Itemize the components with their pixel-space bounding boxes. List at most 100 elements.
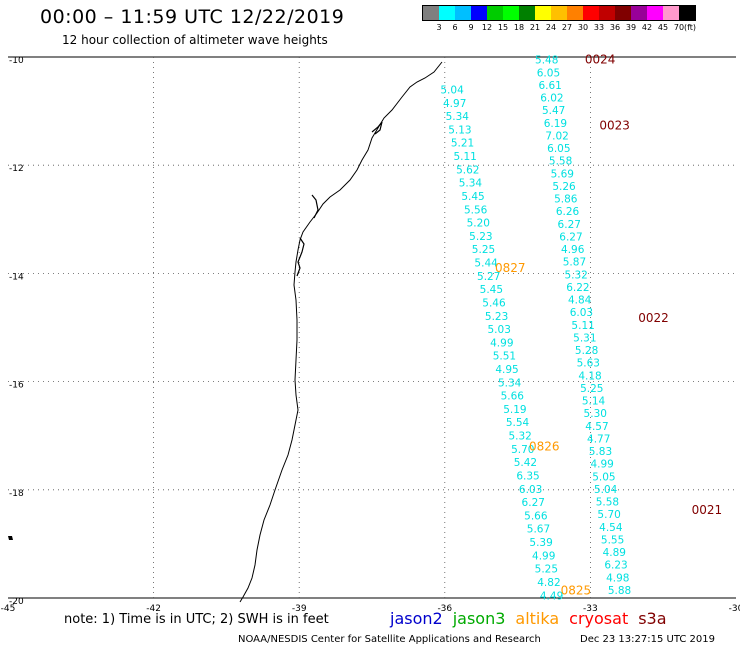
wave-height-value: 5.04 (440, 84, 464, 96)
pass-label: 0024 (585, 53, 616, 67)
legend-swatch (567, 6, 583, 20)
lon-tick-label: -39 (292, 604, 307, 614)
pass-label: 0021 (692, 503, 723, 517)
wave-height-value: 5.23 (469, 231, 492, 243)
wave-height-value: 6.27 (558, 219, 581, 231)
wave-height-value: 6.03 (519, 484, 542, 496)
pass-label: 0023 (599, 119, 630, 133)
lon-tick-label: -33 (583, 604, 598, 614)
legend-label: 30 (577, 23, 589, 32)
legend-label: 36 (609, 23, 621, 32)
wave-height-value: 4.82 (537, 577, 560, 589)
legend-label: 6 (452, 23, 458, 32)
footer-credit: NOAA/NESDIS Center for Satellite Applica… (238, 634, 541, 645)
wave-height-value: 5.62 (456, 164, 479, 176)
wave-height-value: 6.27 (522, 497, 545, 509)
island-marker (8, 536, 13, 540)
wave-height-value: 6.23 (604, 560, 627, 572)
wave-height-value: 5.04 (594, 484, 618, 496)
wave-height-value: 6.26 (556, 206, 580, 218)
legend-label: 45 (657, 23, 669, 32)
wave-height-value: 5.26 (552, 181, 576, 193)
wave-height-value: 5.70 (597, 509, 620, 521)
wave-height-value: 5.55 (601, 534, 624, 546)
wave-height-value: 5.20 (467, 218, 490, 230)
legend-label: 15 (497, 23, 509, 32)
legend-swatch (519, 6, 535, 20)
legend-swatch (599, 6, 615, 20)
legend-swatch (487, 6, 503, 20)
coastline (239, 61, 443, 603)
wave-height-value: 4.96 (561, 244, 585, 256)
pass-label: 0827 (495, 261, 526, 275)
legend-swatch (423, 6, 439, 20)
wave-height-value: 4.98 (606, 572, 629, 584)
wave-height-value: 5.11 (453, 151, 476, 163)
legend-label: (ft) (683, 23, 697, 32)
legend-label: 24 (545, 23, 557, 32)
wave-height-value: 5.45 (461, 191, 484, 203)
lon-tick-label: -30 (729, 604, 740, 614)
wave-height-value: 5.13 (448, 124, 471, 136)
wave-height-value: 4.77 (587, 433, 610, 445)
legend-swatch (583, 6, 599, 20)
wave-height-value: 5.51 (493, 351, 516, 363)
legend-swatch (439, 6, 455, 20)
wave-height-value: 4.99 (490, 337, 513, 349)
wave-height-value: 5.58 (596, 497, 619, 509)
wave-height-value: 5.30 (584, 408, 607, 420)
legend-label: 12 (481, 23, 493, 32)
lat-tick-label: -10 (9, 56, 24, 66)
pass-label: 0826 (529, 440, 560, 454)
legend-swatch (503, 6, 519, 20)
mission-jason3: jason3 (452, 609, 506, 628)
wave-height-value: 4.57 (585, 421, 608, 433)
legend-swatch (535, 6, 551, 20)
legend-swatch (631, 6, 647, 20)
wave-height-value: 6.19 (544, 118, 567, 130)
wave-height-value: 5.31 (573, 332, 596, 344)
wave-height-value: 6.05 (537, 67, 560, 79)
wave-height-value: 6.03 (570, 307, 593, 319)
legend-label: 21 (529, 23, 541, 32)
legend-swatch (663, 6, 679, 20)
wave-height-value: 6.02 (540, 93, 563, 105)
wave-height-value: 5.69 (551, 168, 574, 180)
wave-height-value: 4.18 (578, 370, 601, 382)
wave-height-value: 5.83 (589, 446, 612, 458)
wave-height-value: 5.25 (580, 383, 603, 395)
wave-height-value: 5.32 (564, 269, 587, 281)
wave-height-value: 5.11 (571, 320, 594, 332)
wave-height-value: 6.61 (538, 80, 561, 92)
lat-tick-label: -12 (9, 164, 24, 174)
wave-height-value: 6.22 (566, 282, 589, 294)
legend-label: 39 (625, 23, 637, 32)
lat-lon-grid: -45 -42 -39 -36 -33 -30 -10 -12 -14 -16 -18 -20 (1, 56, 740, 614)
legend-label: 33 (593, 23, 605, 32)
wave-height-value: 4.84 (568, 295, 592, 307)
wave-height-value: 5.34 (446, 111, 470, 123)
wave-height-value: 5.19 (503, 404, 526, 416)
wave-height-value: 5.63 (577, 358, 600, 370)
wave-height-value: 5.25 (535, 564, 558, 576)
wave-height-value: 5.48 (535, 55, 558, 67)
wave-height-value: 4.95 (495, 364, 518, 376)
wave-height-value: 5.42 (514, 457, 537, 469)
mission-cryosat: cryosat (569, 609, 629, 628)
wave-height-value: 6.35 (516, 470, 539, 482)
legend-labels: 3 6 9 12 15 18 21 24 27 30 33 36 39 42 45 70 (ft) (422, 21, 696, 33)
wave-height-value: 5.44 (474, 258, 498, 270)
map-subtitle: 12 hour collection of altimeter wave hei… (62, 33, 328, 47)
wave-height-value: 5.70 (511, 444, 534, 456)
lat-tick-label: -14 (9, 272, 24, 282)
wave-height-value: 5.32 (508, 431, 531, 443)
wave-height-value: 4.99 (532, 550, 555, 562)
wave-height-value: 4.49 (540, 590, 563, 602)
wave-height-value: 5.58 (549, 156, 572, 168)
legend-label: 9 (468, 23, 474, 32)
wave-height-value: 4.54 (599, 522, 623, 534)
wave-height-value: 5.14 (582, 396, 606, 408)
note-text: note: 1) Time is in UTC; 2) SWH is in fe… (64, 612, 329, 627)
wave-height-value: 6.27 (559, 231, 582, 243)
